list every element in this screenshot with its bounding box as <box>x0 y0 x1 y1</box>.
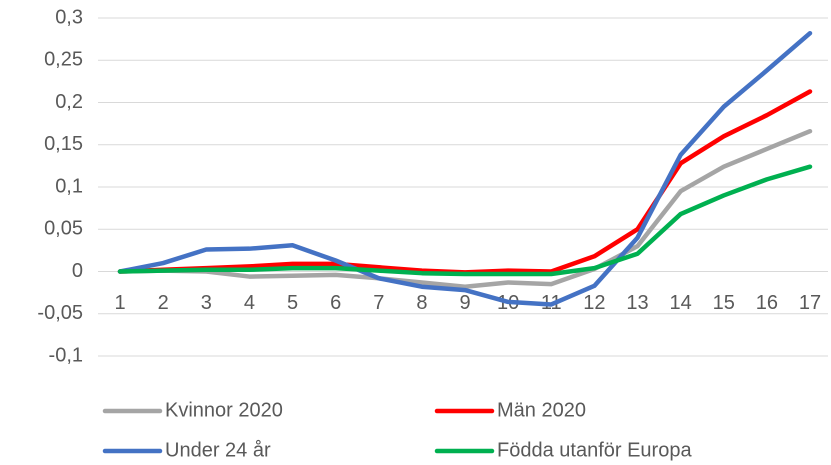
x-tick-label: 4 <box>244 292 255 314</box>
y-tick-label: 0,05 <box>44 218 83 240</box>
x-tick-label: 5 <box>287 292 298 314</box>
x-tick-label: 2 <box>158 292 169 314</box>
y-tick-label: 0,1 <box>55 175 83 197</box>
x-tick-label: 3 <box>201 292 212 314</box>
legend-label: Kvinnor 2020 <box>165 399 283 421</box>
x-tick-label: 16 <box>756 292 778 314</box>
x-tick-label: 1 <box>114 292 125 314</box>
x-tick-label: 9 <box>459 292 470 314</box>
y-tick-label: 0,15 <box>44 133 83 155</box>
legend-label: Män 2020 <box>497 399 586 421</box>
x-tick-label: 14 <box>670 292 692 314</box>
x-tick-label: 17 <box>799 292 821 314</box>
series-line <box>117 164 813 277</box>
x-tick-label: 13 <box>626 292 648 314</box>
series-line <box>117 30 813 307</box>
series-line <box>117 89 813 275</box>
x-tick-label: 7 <box>373 292 384 314</box>
y-tick-label: 0,2 <box>55 91 83 113</box>
series-line <box>117 128 813 289</box>
y-tick-label: 0,3 <box>55 6 83 28</box>
x-tick-label: 15 <box>713 292 735 314</box>
x-tick-label: 6 <box>330 292 341 314</box>
x-tick-label: 12 <box>583 292 605 314</box>
legend-label: Under 24 år <box>165 439 271 461</box>
y-tick-label: 0,25 <box>44 49 83 71</box>
y-tick-label: -0,1 <box>49 344 83 366</box>
legend-label: Födda utanför Europa <box>497 439 692 461</box>
y-tick-label: -0,05 <box>37 302 83 324</box>
y-tick-label: 0 <box>72 260 83 282</box>
x-tick-label: 8 <box>416 292 427 314</box>
